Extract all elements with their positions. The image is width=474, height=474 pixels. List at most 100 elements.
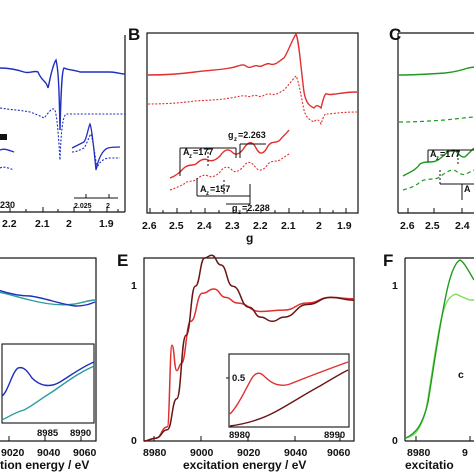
panel-f-spectrum-light xyxy=(405,293,474,439)
panel-e: E 1 0 8980 9000 9020 9040 9060 excitatio… xyxy=(117,251,355,472)
panel-c-ticks xyxy=(407,208,463,213)
panel-a-tick-4: 1.9 xyxy=(99,218,114,230)
panel-c-zoom-solid xyxy=(402,147,474,177)
panel-b-tick-3: 2.4 xyxy=(197,220,212,232)
panel-d-ticks xyxy=(8,436,82,441)
panel-f-xtick-2: 9 xyxy=(462,447,468,459)
panel-c-a2-letter: A xyxy=(464,184,471,194)
panel-d-inset-tick-2: 8990 xyxy=(70,428,91,439)
panel-b-tick-4: 2.3 xyxy=(225,220,240,232)
panel-b-a157-sub: z xyxy=(206,191,209,197)
panel-a: 2.2 2.1 2 1.9 230 2.025 2 xyxy=(0,35,126,230)
panel-b-g2263-value: =2.263 xyxy=(238,130,266,140)
panel-b-a177-value: =177 xyxy=(193,147,213,157)
panel-c-spectrum-dotted xyxy=(398,116,474,123)
panel-b-ticks xyxy=(149,208,347,213)
panel-e-letter: E xyxy=(117,251,128,270)
panel-b-tick-6: 2.1 xyxy=(281,220,296,232)
panel-b-bracket-a157 xyxy=(196,178,251,205)
panel-b-xlabel: g xyxy=(246,231,253,245)
panel-f-inset-fragment: c xyxy=(458,369,464,381)
panel-b-tick-8: 1.9 xyxy=(337,220,352,232)
panel-b-tick-5: 2.2 xyxy=(253,220,268,232)
panel-b-zoom-solid xyxy=(169,129,290,179)
panel-b-a177-sub: z xyxy=(189,154,192,160)
panel-f-ticks xyxy=(415,436,471,441)
panel-c-tick-3: 2.4 xyxy=(455,220,470,232)
panel-e-frame xyxy=(143,257,355,442)
panel-e-inset-xtick-1: 8980 xyxy=(229,430,250,441)
panel-a-inset-tick-1: 2.025 xyxy=(74,203,92,210)
panel-b-frame xyxy=(146,32,359,214)
panel-d-xlabel: tion energy / eV xyxy=(0,458,89,472)
panel-a-inset-solid xyxy=(71,122,121,171)
panel-c-zoom-dotted xyxy=(402,169,474,191)
panel-f-xtick-1: 8980 xyxy=(407,447,431,459)
panel-c-bracket-a177 xyxy=(427,149,474,200)
panel-b-g2238-value: =2.238 xyxy=(242,203,270,213)
panel-f-ytick-1: 1 xyxy=(392,280,398,292)
panel-b-a177-letter: A xyxy=(183,147,190,157)
panel-a-spectrum-lower-solid xyxy=(0,148,15,153)
panel-d-spectrum-2 xyxy=(0,289,96,307)
panel-c: C 2.6 2.5 2.4 A z =177 A xyxy=(389,25,474,232)
panel-d-inset-curve-1 xyxy=(1,361,95,397)
panel-e-xtick-4: 9040 xyxy=(284,447,308,459)
panel-b: B 2.6 2.5 2.4 2.3 2.2 2.1 2 1.9 g A z =1… xyxy=(128,25,359,245)
panel-b-letter: B xyxy=(128,25,140,44)
panel-e-series-line-1 xyxy=(143,288,355,442)
panel-c-letter: C xyxy=(389,25,401,44)
panel-a-spectrum-lower-dotted xyxy=(0,166,15,171)
panel-e-inset-ytick: 0.5 xyxy=(232,373,246,384)
panel-d-tick-2: 9040 xyxy=(37,447,61,459)
panel-e-xtick-5: 9060 xyxy=(327,447,351,459)
panel-b-bracket-a177 xyxy=(179,143,266,176)
panel-b-zoom-dotted xyxy=(169,153,290,191)
panel-b-tick-7: 2 xyxy=(316,220,322,232)
panel-a-spectrum-dotted xyxy=(0,107,125,161)
panel-e-inset-xtick-2: 8990 xyxy=(324,430,345,441)
panel-a-tick-1: 2.2 xyxy=(2,218,17,230)
panel-e-inset-curve-darkred xyxy=(229,369,349,427)
panel-d-spectrum-1 xyxy=(0,291,96,306)
panel-a-spectrum-solid xyxy=(0,58,126,131)
panel-b-tick-2: 2.5 xyxy=(169,220,184,232)
panel-d-frame xyxy=(0,257,97,442)
panel-e-ticks xyxy=(153,436,341,441)
panel-f-spectrum-dark xyxy=(405,259,474,439)
panel-a-inset: 2.025 2 xyxy=(71,122,121,210)
panel-b-tick-1: 2.6 xyxy=(142,220,157,232)
panel-e-inset-curve-red xyxy=(229,361,349,415)
panel-e-xtick-3: 9020 xyxy=(237,447,261,459)
panel-b-spectrum-dotted xyxy=(147,75,358,126)
panel-a-annotation: 230 xyxy=(0,200,15,210)
panel-c-tick-2: 2.5 xyxy=(425,220,440,232)
panel-f-letter: F xyxy=(383,251,393,270)
panel-e-ytick-1: 1 xyxy=(131,280,137,292)
panel-e-series-line-2 xyxy=(143,254,355,442)
panel-b-g2263-sub: z xyxy=(234,137,237,143)
panel-d-inset-curve-2 xyxy=(1,365,95,421)
panel-b-g2238-letter: g xyxy=(232,203,238,213)
panel-a-inset-dotted xyxy=(71,132,120,169)
panel-f-ytick-0: 0 xyxy=(392,435,398,447)
panel-b-a157-value: =157 xyxy=(210,184,230,194)
panel-e-xtick-2: 9000 xyxy=(190,447,214,459)
panel-d: 9020 9040 9060 tion energy / eV 8985 899… xyxy=(0,257,97,472)
panel-b-g2263-letter: g xyxy=(228,130,234,140)
panel-e-xtick-1: 8980 xyxy=(143,447,167,459)
panel-e-ytick-0: 0 xyxy=(131,435,137,447)
panel-e-plot xyxy=(143,254,355,442)
panel-f-xlabel: excitatio xyxy=(405,458,454,472)
panel-d-inset-tick-1: 8985 xyxy=(37,428,59,439)
panel-c-spectrum-solid xyxy=(398,66,474,76)
panel-c-a177-sub: z xyxy=(436,156,439,162)
panel-e-xlabel: excitation energy / eV xyxy=(183,458,306,472)
panel-b-g2238-sub: z xyxy=(238,210,241,216)
panel-a-mark xyxy=(0,134,7,140)
panel-f: F 1 0 8980 9 excitatio c xyxy=(383,251,474,472)
panel-a-tick-3: 2 xyxy=(66,218,72,230)
panel-b-a157-letter: A xyxy=(200,184,207,194)
panel-b-spectrum-solid xyxy=(147,32,358,110)
